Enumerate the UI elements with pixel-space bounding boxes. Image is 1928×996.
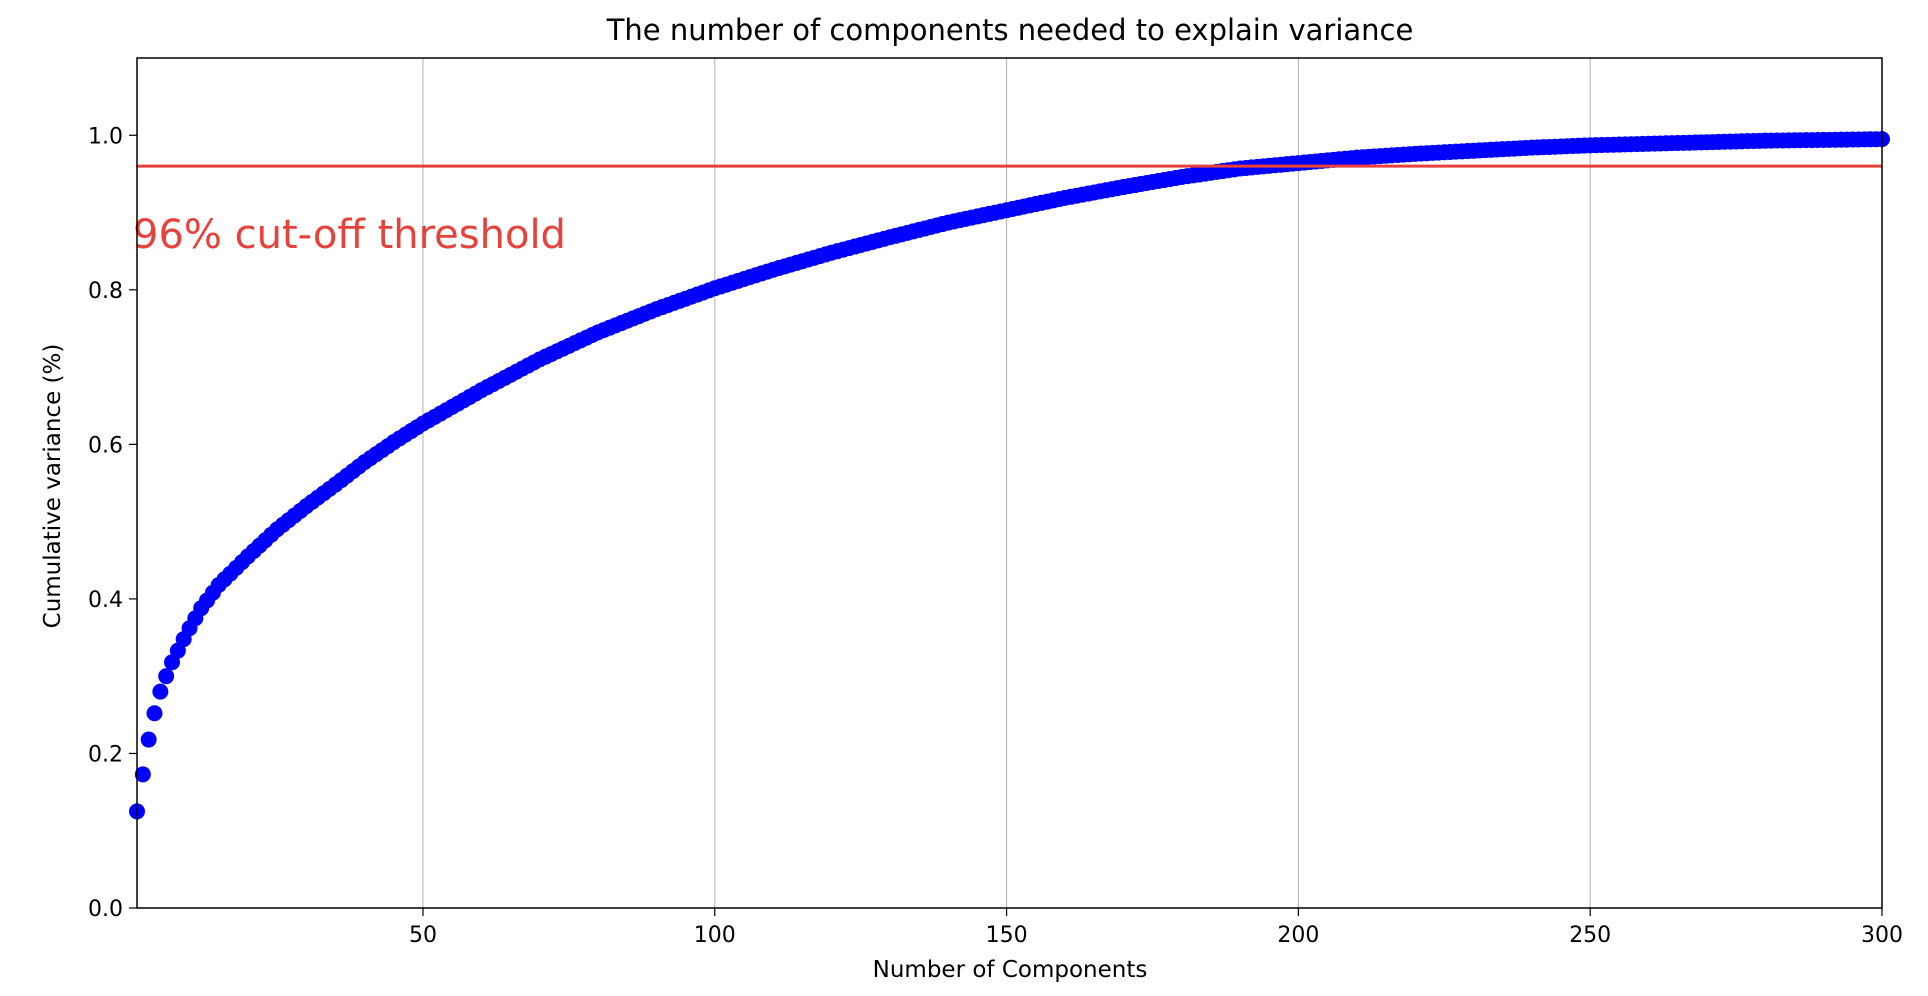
plot-area: 96% cut-off threshold [129, 57, 1890, 909]
x-axis-label: Number of Components [873, 957, 1148, 983]
y-axis-label: Cumulative variance (%) [40, 344, 66, 629]
data-point [134, 766, 151, 783]
plot-frame [136, 57, 1883, 909]
x-tick-label: 250 [1569, 923, 1611, 948]
y-tick-label: 1.0 [88, 124, 123, 149]
data-point [140, 731, 157, 748]
data-point [146, 705, 163, 722]
y-tick-label: 0.2 [88, 742, 123, 767]
y-tick-label: 0.0 [88, 897, 123, 922]
x-tick-label: 300 [1861, 923, 1903, 948]
y-axis-ticks: 0.0 0.2 0.4 0.6 0.8 1.0 [88, 124, 137, 922]
threshold-label: 96% cut-off threshold [133, 212, 566, 258]
x-axis-ticks: 50 100 150 200 250 300 [409, 908, 1903, 948]
x-tick-label: 150 [986, 923, 1028, 948]
gridlines [422, 58, 1591, 908]
x-tick-label: 50 [409, 923, 437, 948]
y-tick-label: 0.4 [88, 588, 123, 613]
chart-title: The number of components needed to expla… [606, 13, 1414, 47]
y-tick-label: 0.6 [88, 433, 123, 458]
x-tick-label: 200 [1277, 923, 1319, 948]
data-point [158, 668, 175, 685]
x-tick-label: 100 [694, 923, 736, 948]
data-point [152, 683, 169, 700]
data-points [129, 131, 1890, 820]
y-tick-label: 0.8 [88, 279, 123, 304]
